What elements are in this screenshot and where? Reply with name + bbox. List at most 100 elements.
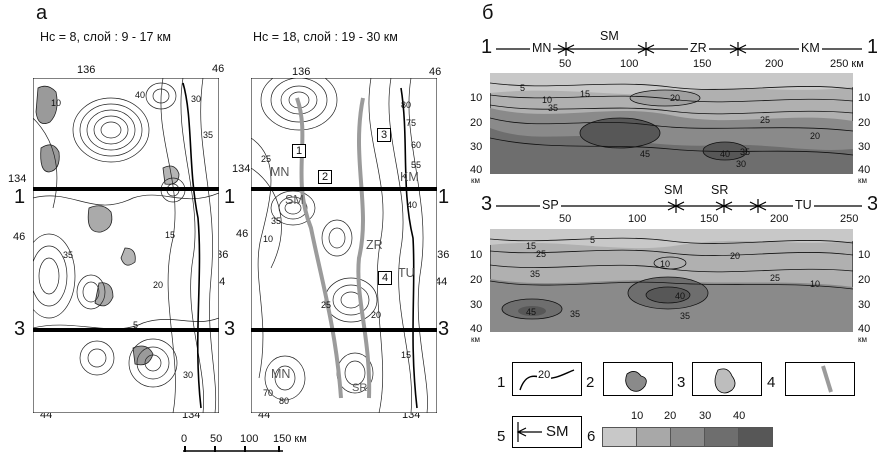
- section1-ytick-30-left: 30: [470, 141, 483, 153]
- section2-xtick-100: 100: [628, 213, 647, 225]
- map2-header: Hc = 18, слой : 19 - 30 км: [253, 30, 398, 44]
- section2-ytick-10-right: 10: [858, 249, 871, 261]
- legend-num-5: 5: [497, 428, 506, 445]
- map1-anomaly-fills: [35, 85, 180, 366]
- map2-lat-left2: 46: [236, 228, 249, 240]
- section1-zone-mn: MN: [530, 41, 554, 55]
- section2-ytick-30-left: 30: [470, 299, 483, 311]
- svg-text:40: 40: [720, 149, 730, 159]
- legend-num-6: 6: [587, 428, 596, 445]
- svg-text:10: 10: [660, 259, 670, 269]
- legend-num-1: 1: [497, 374, 506, 391]
- section2-ytick-10-left: 10: [470, 249, 483, 261]
- section1-ytick-20-left: 20: [470, 117, 483, 129]
- map2-point-3: 3: [377, 128, 392, 142]
- svg-text:5: 5: [133, 320, 138, 330]
- section2-xtick-200: 200: [770, 213, 789, 225]
- legend-zone-boundary-box: [512, 416, 582, 448]
- section1-end: 1: [867, 36, 877, 58]
- panel-a-letter: а: [36, 2, 48, 24]
- section1-unit-right: км: [858, 176, 867, 185]
- svg-text:20: 20: [371, 310, 381, 320]
- map1-isolines: [33, 78, 219, 413]
- section1-xtick-150: 150: [693, 58, 712, 70]
- map2-zone-tu: TU: [398, 266, 415, 280]
- section1-ytick-20-right: 20: [858, 117, 871, 129]
- section1-zone-zr: ZR: [688, 41, 709, 55]
- section1-xtick-50: 50: [559, 58, 572, 70]
- svg-text:35: 35: [63, 250, 73, 260]
- svg-text:40: 40: [135, 90, 145, 100]
- section1-ytick-10-left: 10: [470, 92, 483, 104]
- legend-scale-30: 30: [699, 410, 712, 422]
- section2-ytick-40-right: 40: [858, 323, 871, 335]
- legend-zone-label: SM: [546, 423, 569, 440]
- section2-zone-tu: TU: [793, 198, 814, 212]
- svg-text:25: 25: [770, 273, 780, 283]
- map2-lat-right: 44: [435, 276, 448, 288]
- section2-xtick-150: 150: [700, 213, 719, 225]
- legend-color-swatch-4: [738, 428, 772, 446]
- profile3-left-label: 3: [14, 318, 26, 340]
- section1-xtick-100: 100: [620, 58, 639, 70]
- scale-tick-150: 150 км: [273, 433, 307, 445]
- section1-ytick-30-right: 30: [858, 141, 871, 153]
- svg-text:20: 20: [670, 93, 680, 103]
- svg-text:25: 25: [261, 154, 271, 164]
- section2-xtick-250: 250: [840, 213, 859, 225]
- profile3-right-label: 3: [438, 318, 450, 340]
- svg-text:45: 45: [526, 307, 536, 317]
- svg-text:80: 80: [401, 100, 411, 110]
- map2-lat-left: 134: [232, 163, 251, 175]
- section1-unit-left: км: [471, 176, 480, 185]
- svg-text:35: 35: [570, 309, 580, 319]
- map1-header: Hc = 8, слой : 9 - 17 км: [40, 30, 171, 44]
- svg-text:25: 25: [760, 115, 770, 125]
- legend-colorbar: [602, 427, 773, 447]
- svg-text:20: 20: [730, 251, 740, 261]
- svg-text:15: 15: [165, 230, 175, 240]
- svg-text:30: 30: [736, 159, 746, 169]
- section2-zone-sr: SR: [711, 183, 729, 197]
- section2-unit-left: км: [471, 335, 480, 344]
- legend-num-3: 3: [677, 374, 686, 391]
- svg-text:35: 35: [271, 216, 281, 226]
- map2-point-1: 1: [292, 144, 307, 158]
- map2-zone-mn: MN: [270, 165, 290, 179]
- profile3-mid-label: 3: [224, 318, 236, 340]
- map2-contour-map: 25 80 75 60 55 40 35 10 25 20 15 70 80: [251, 78, 437, 413]
- map1-lat-left2: 46: [13, 231, 26, 243]
- svg-text:15: 15: [526, 241, 536, 251]
- svg-text:15: 15: [401, 350, 411, 360]
- legend-dark-anomaly-box: [603, 362, 673, 396]
- svg-text:75: 75: [406, 118, 416, 128]
- svg-text:35: 35: [740, 147, 750, 157]
- scale-line: [183, 446, 283, 452]
- svg-text:35: 35: [203, 130, 213, 140]
- section2-start: 3: [481, 193, 493, 215]
- section2-ytick-40-left: 40: [470, 323, 483, 335]
- legend-scale-10: 10: [631, 410, 644, 422]
- svg-text:20: 20: [153, 280, 163, 290]
- svg-text:25: 25: [321, 300, 331, 310]
- section1-xtick-200: 200: [765, 58, 784, 70]
- svg-text:80: 80: [279, 396, 289, 406]
- map1-lat-left: 134: [8, 173, 27, 185]
- profile1-mid-label: 1: [224, 186, 236, 208]
- svg-text:10: 10: [810, 279, 820, 289]
- legend-light-anomaly-box: [692, 362, 762, 396]
- scale-tick-0: 0: [181, 433, 188, 445]
- svg-text:35: 35: [548, 103, 558, 113]
- section2-zone-sp: SP: [540, 198, 561, 212]
- legend-scale-20: 20: [664, 410, 677, 422]
- section2-ytick-20-left: 20: [470, 274, 483, 286]
- svg-text:40: 40: [407, 200, 417, 210]
- legend-color-swatch-1: [636, 428, 670, 446]
- section2-unit-right: км: [858, 335, 867, 344]
- svg-text:55: 55: [411, 160, 421, 170]
- svg-text:10: 10: [51, 98, 61, 108]
- section1-start: 1: [481, 36, 493, 58]
- section2-xtick-50: 50: [559, 213, 572, 225]
- section2-end: 3: [867, 193, 877, 215]
